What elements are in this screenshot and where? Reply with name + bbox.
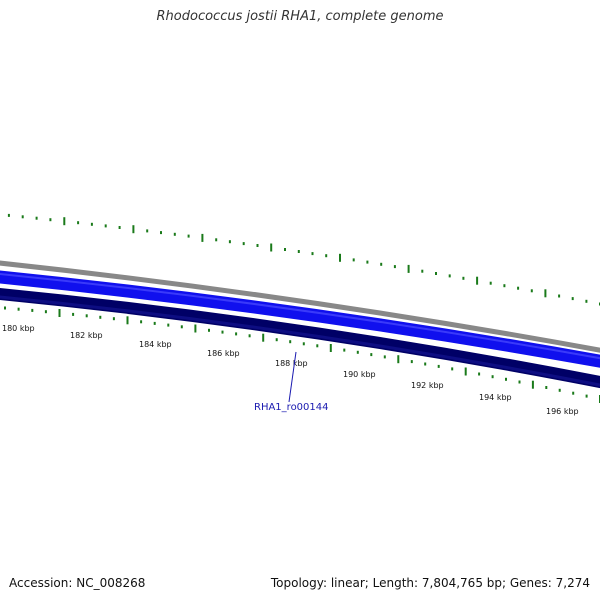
ruler-label: 180 kbp: [2, 324, 35, 333]
ruler-label: 192 kbp: [411, 381, 444, 390]
ruler-label: 186 kbp: [207, 349, 240, 358]
reverse-strand-highlight: [0, 295, 600, 387]
ruler-label: 196 kbp: [546, 407, 579, 416]
ruler-label: 182 kbp: [70, 331, 103, 340]
map-title: Rhodococcus jostii RHA1, complete genome: [156, 9, 444, 24]
ruler-label: 184 kbp: [139, 340, 172, 349]
ruler-label: 188 kbp: [275, 359, 308, 368]
forward-strand-track: [0, 270, 600, 368]
accession-text: Accession: NC_008268: [9, 576, 146, 590]
gene-leader-line: [288, 351, 297, 403]
gene-label[interactable]: RHA1_ro00144: [254, 402, 329, 413]
upper-tick-track: [7, 213, 600, 306]
lower-tick-track: [4, 306, 600, 403]
ruler-labels: 180 kbp 182 kbp 184 kbp 186 kbp 188 kbp 190 k…: [2, 324, 579, 416]
genome-backbone: [0, 260, 600, 353]
forward-strand-highlight: [0, 273, 600, 360]
ruler-label: 190 kbp: [343, 370, 376, 379]
reverse-strand-track: [0, 287, 600, 389]
topology-summary: Topology: linear; Length: 7,804,765 bp; …: [270, 576, 590, 590]
ruler-label: 194 kbp: [479, 393, 512, 402]
